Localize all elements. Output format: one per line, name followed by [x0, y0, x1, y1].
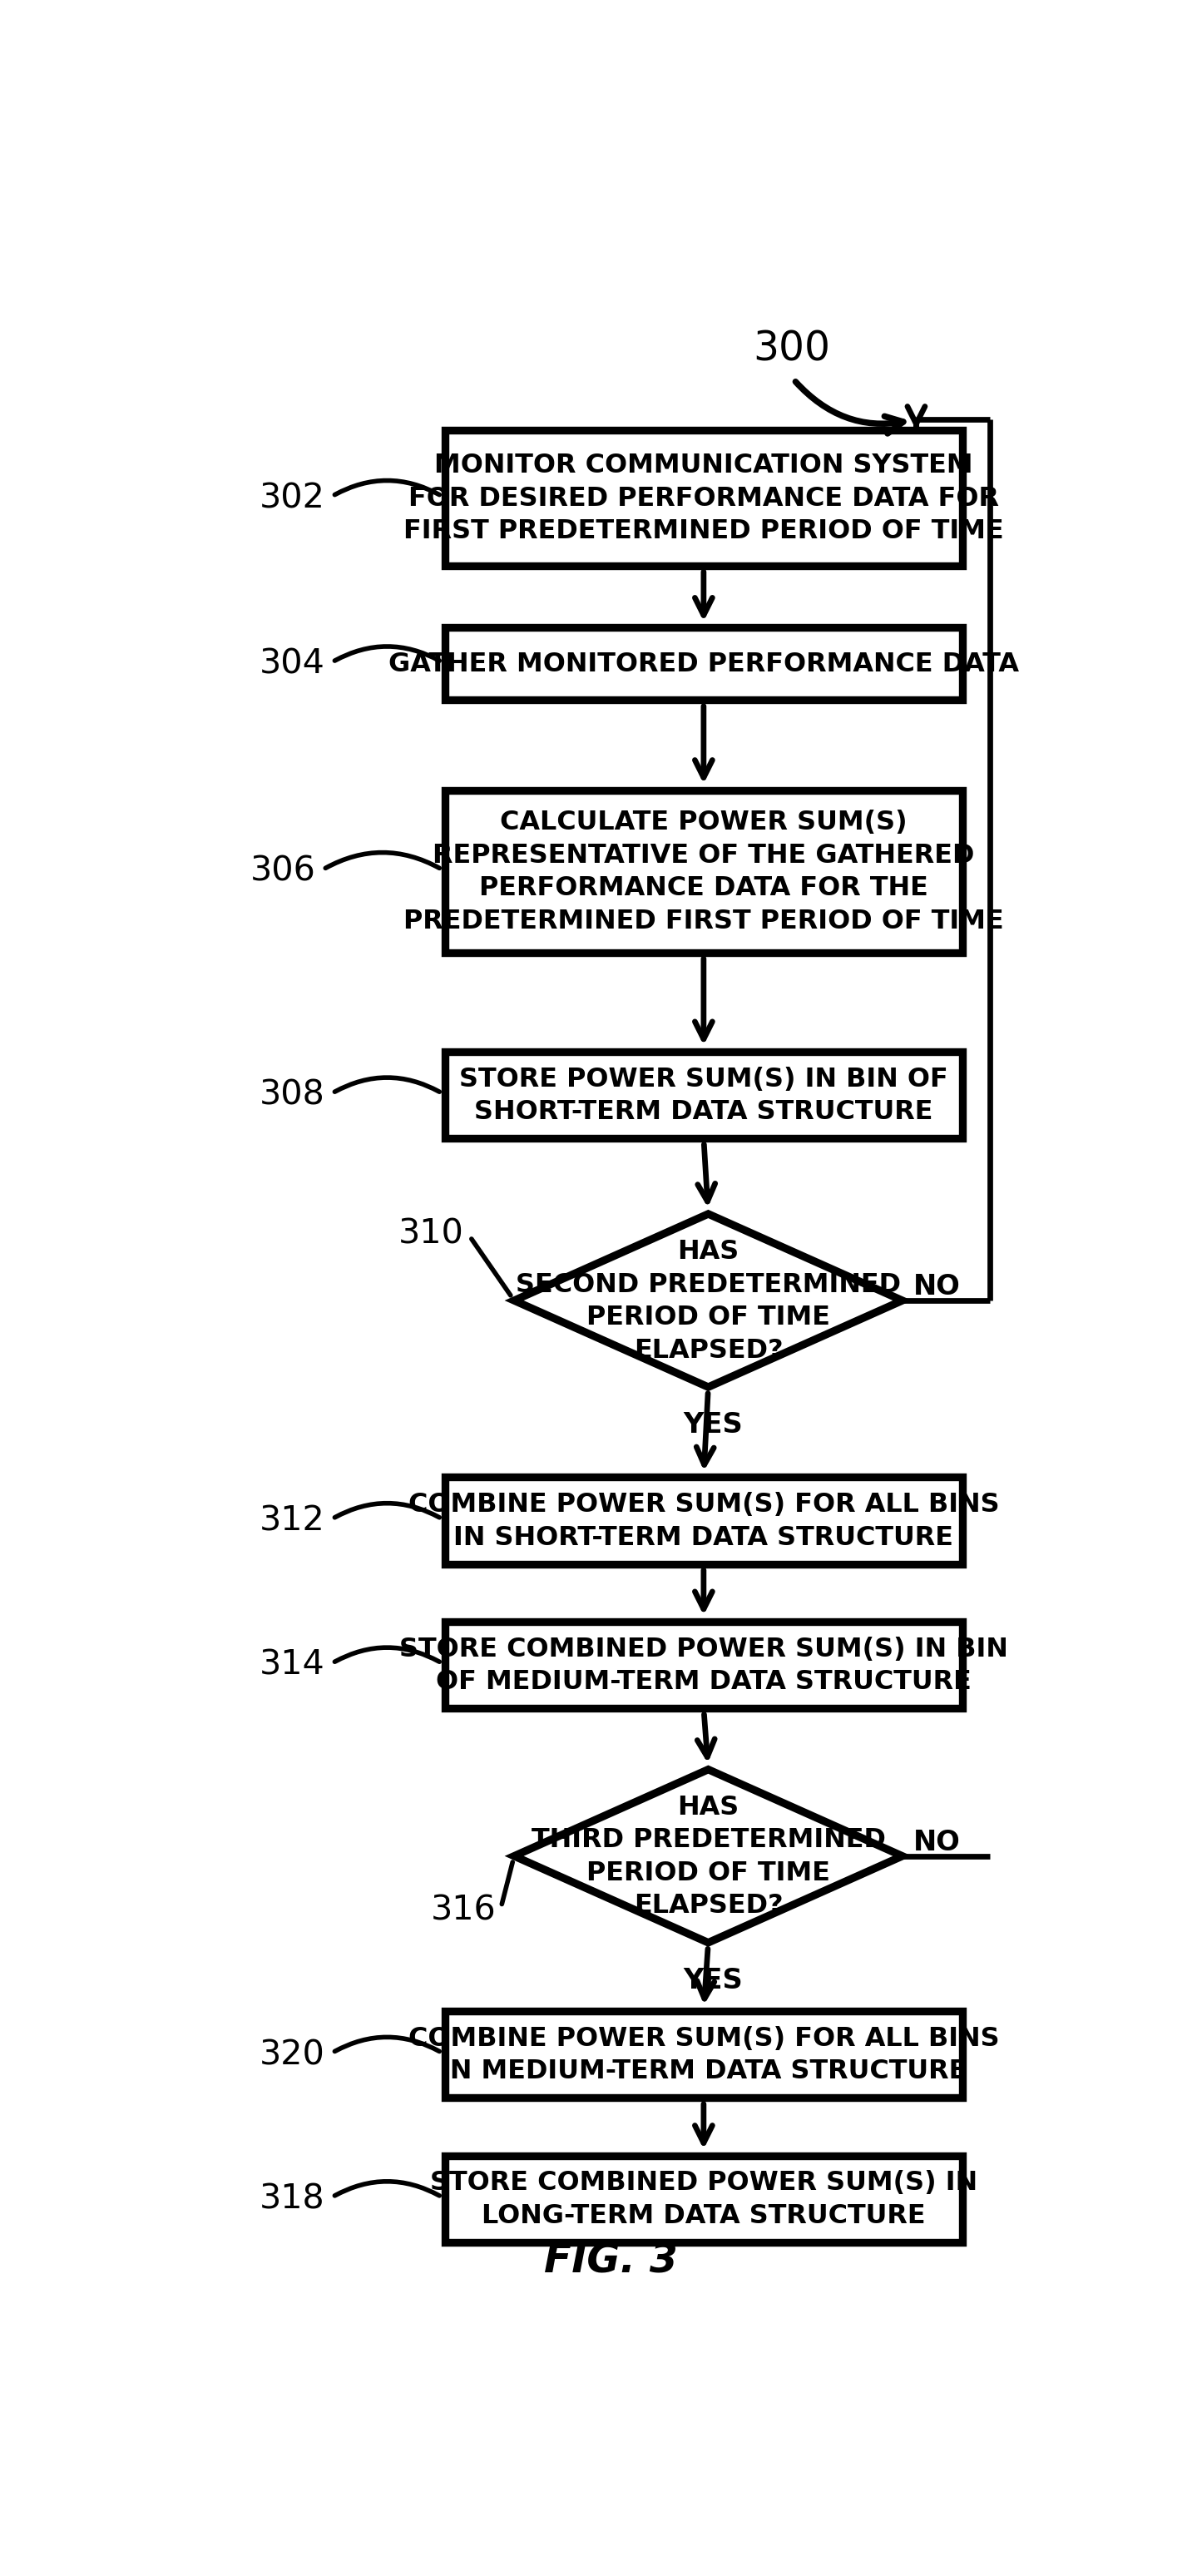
- Text: STORE COMBINED POWER SUM(S) IN BIN
OF MEDIUM-TERM DATA STRUCTURE: STORE COMBINED POWER SUM(S) IN BIN OF ME…: [399, 1636, 1007, 1695]
- Text: 312: 312: [260, 1504, 325, 1538]
- Text: 308: 308: [260, 1079, 325, 1113]
- Text: MONITOR COMMUNICATION SYSTEM
FOR DESIRED PERFORMANCE DATA FOR
FIRST PREDETERMINE: MONITOR COMMUNICATION SYSTEM FOR DESIRED…: [403, 453, 1004, 544]
- Bar: [445, 791, 962, 953]
- Text: 316: 316: [430, 1893, 496, 1927]
- Text: STORE COMBINED POWER SUM(S) IN
LONG-TERM DATA STRUCTURE: STORE COMBINED POWER SUM(S) IN LONG-TERM…: [429, 2169, 977, 2228]
- Text: NO: NO: [913, 1829, 961, 1855]
- Bar: [445, 1623, 962, 1708]
- Text: 310: 310: [398, 1218, 464, 1252]
- Bar: [445, 2012, 962, 2097]
- Text: YES: YES: [683, 1965, 743, 1994]
- Polygon shape: [514, 1213, 902, 1388]
- Bar: [445, 2156, 962, 2241]
- Text: FIG. 3: FIG. 3: [544, 2241, 678, 2280]
- Text: YES: YES: [683, 1412, 743, 1437]
- Text: 318: 318: [260, 2182, 325, 2215]
- Bar: [445, 629, 962, 701]
- Text: CALCULATE POWER SUM(S)
REPRESENTATIVE OF THE GATHERED
PERFORMANCE DATA FOR THE
P: CALCULATE POWER SUM(S) REPRESENTATIVE OF…: [403, 809, 1004, 933]
- Text: 300: 300: [752, 330, 830, 368]
- Text: HAS
THIRD PREDETERMINED
PERIOD OF TIME
ELAPSED?: HAS THIRD PREDETERMINED PERIOD OF TIME E…: [530, 1795, 884, 1919]
- Text: 306: 306: [250, 855, 316, 889]
- Text: COMBINE POWER SUM(S) FOR ALL BINS
IN MEDIUM-TERM DATA STRUCTURE: COMBINE POWER SUM(S) FOR ALL BINS IN MED…: [408, 2025, 999, 2084]
- Bar: [445, 430, 962, 567]
- Bar: [445, 1051, 962, 1139]
- Text: HAS
SECOND PREDETERMINED
PERIOD OF TIME
ELAPSED?: HAS SECOND PREDETERMINED PERIOD OF TIME …: [515, 1239, 900, 1363]
- Text: 304: 304: [260, 647, 325, 680]
- Polygon shape: [514, 1770, 902, 1942]
- Text: STORE POWER SUM(S) IN BIN OF
SHORT-TERM DATA STRUCTURE: STORE POWER SUM(S) IN BIN OF SHORT-TERM …: [459, 1066, 948, 1126]
- Text: NO: NO: [913, 1273, 961, 1301]
- Text: GATHER MONITORED PERFORMANCE DATA: GATHER MONITORED PERFORMANCE DATA: [389, 652, 1018, 677]
- Text: COMBINE POWER SUM(S) FOR ALL BINS
IN SHORT-TERM DATA STRUCTURE: COMBINE POWER SUM(S) FOR ALL BINS IN SHO…: [408, 1492, 999, 1551]
- Text: 320: 320: [260, 2038, 325, 2071]
- Text: 314: 314: [260, 1649, 325, 1682]
- Text: 302: 302: [260, 482, 325, 515]
- Bar: [445, 1479, 962, 1564]
